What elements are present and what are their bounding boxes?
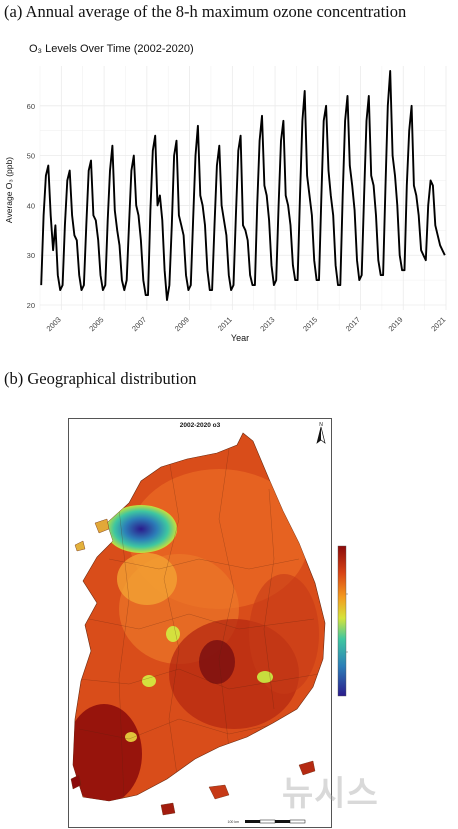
- x-tick-label: 2021: [429, 315, 447, 333]
- ozone-map: N 100 km: [70, 422, 326, 824]
- x-tick-label: 2015: [301, 315, 319, 333]
- panel-b-caption: (b) Geographical distribution: [4, 369, 197, 388]
- news-watermark: 뉴시스: [282, 774, 379, 814]
- north-arrow-icon: [316, 426, 326, 444]
- x-tick-label: 2009: [173, 315, 191, 333]
- islands: [70, 518, 316, 816]
- x-tick-label: 2019: [387, 315, 405, 333]
- scale-label: 100 km: [228, 820, 240, 824]
- x-tick-label: 2005: [87, 315, 105, 333]
- ozone-map-panel: 2002-2020 o3: [68, 418, 332, 828]
- scale-bar: [245, 819, 306, 824]
- y-tick-label: 40: [27, 201, 35, 210]
- x-tick-label: 2007: [130, 315, 148, 333]
- x-tick-label: 2011: [216, 315, 234, 333]
- x-tick-label: 2017: [344, 315, 362, 333]
- chart-title: O₃ Levels Over Time (2002-2020): [29, 43, 194, 55]
- panel-a-caption: (a) Annual average of the 8-h maximum oz…: [4, 2, 407, 21]
- y-tick-label: 30: [27, 251, 35, 260]
- y-tick-label: 20: [27, 301, 35, 310]
- map-color-legend: [337, 545, 348, 697]
- x-axis-label: Year: [231, 333, 249, 343]
- y-axis-label: Average O₃ (ppb): [4, 157, 14, 223]
- line-chart: O₃ Levels Over Time (2002-2020) 20 30 40 50…: [4, 43, 447, 343]
- x-tick-label: 2003: [45, 315, 63, 333]
- peninsula-land: [72, 432, 326, 802]
- ozone-series-line: [40, 70, 446, 301]
- north-label: N: [319, 422, 323, 428]
- map-title: 2002-2020 o3: [179, 422, 221, 429]
- chart-grid: [39, 66, 447, 310]
- y-tick-label: 60: [27, 102, 35, 111]
- y-tick-label: 50: [27, 152, 35, 161]
- x-tick-label: 2013: [258, 315, 276, 333]
